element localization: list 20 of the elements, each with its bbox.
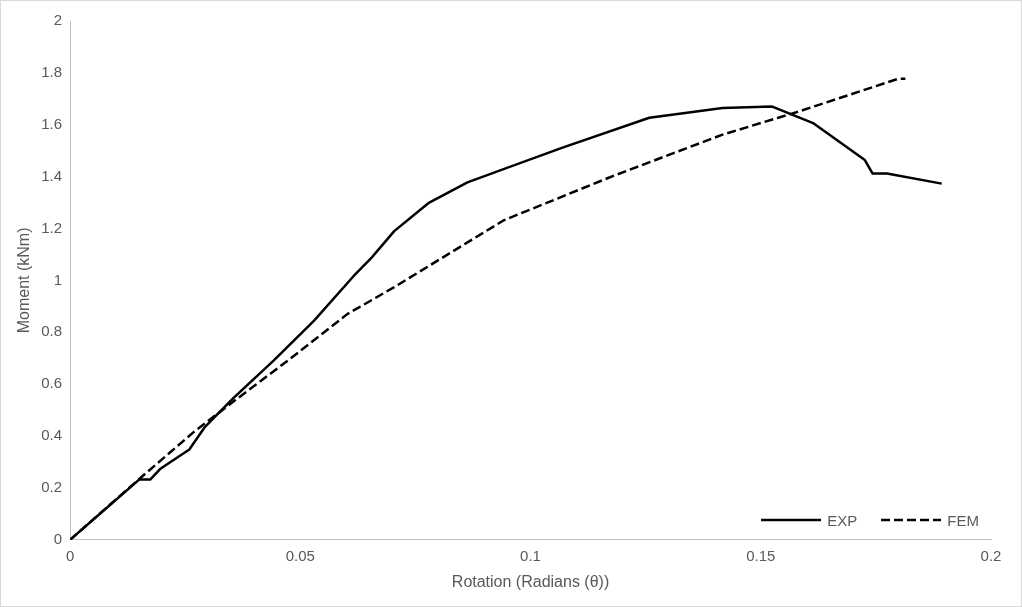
x-tick-label: 0.15 — [746, 546, 776, 564]
y-tick-label: 1 — [53, 270, 63, 288]
x-tick-label: 0.2 — [980, 546, 1002, 564]
y-tick-label: 0.2 — [41, 478, 63, 496]
x-axis-title: Rotation (Radians (θ)) — [451, 572, 610, 590]
legend-label: FEM — [947, 511, 979, 529]
y-tick-label: 0.6 — [41, 374, 63, 392]
y-tick-label: 0.8 — [41, 322, 63, 340]
y-tick-label: 1.2 — [41, 218, 63, 236]
y-tick-label: 1.8 — [41, 63, 63, 81]
y-tick-label: 2 — [53, 11, 63, 29]
legend-label: EXP — [827, 511, 858, 529]
y-tick-label: 1.6 — [41, 114, 63, 132]
y-tick-label: 0 — [53, 529, 63, 547]
y-axis-title: Moment (kNm) — [15, 227, 33, 334]
y-tick-label: 1.4 — [41, 166, 63, 184]
y-tick-label: 0.4 — [41, 426, 63, 444]
x-tick-label: 0.1 — [520, 546, 541, 564]
x-tick-label: 0 — [65, 546, 75, 564]
x-tick-label: 0.05 — [285, 546, 315, 564]
